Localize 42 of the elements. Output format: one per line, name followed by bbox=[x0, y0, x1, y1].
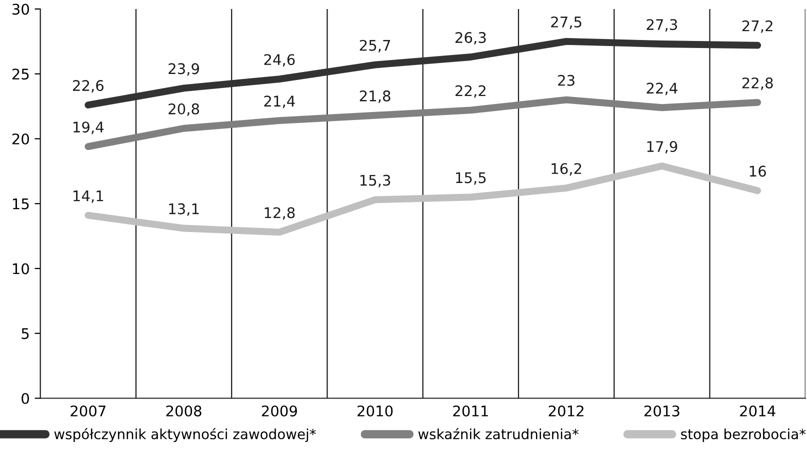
data-label: 27,2 bbox=[742, 20, 772, 33]
data-label: 21,4 bbox=[264, 96, 295, 108]
data-label: 25,7 bbox=[360, 40, 390, 52]
y-tick-label: 20 bbox=[12, 133, 29, 144]
data-label: 26,3 bbox=[456, 32, 486, 45]
y-tick-label: 30 bbox=[12, 4, 29, 15]
data-label: 14,1 bbox=[74, 190, 104, 203]
data-label: 12,8 bbox=[264, 207, 295, 220]
x-tick-label: 2012 bbox=[548, 405, 584, 416]
y-tick-label: 10 bbox=[12, 263, 29, 274]
data-label: 22,6 bbox=[73, 80, 104, 93]
data-label: 23,9 bbox=[168, 63, 200, 76]
y-tick-label: 15 bbox=[12, 198, 29, 210]
x-tick-label: 2011 bbox=[453, 405, 488, 416]
data-label: 15,3 bbox=[360, 174, 390, 188]
data-label: 21,8 bbox=[360, 90, 390, 103]
y-tick-label: 5 bbox=[22, 328, 29, 340]
data-label: 17,9 bbox=[647, 141, 678, 154]
y-tick-label: 25 bbox=[12, 68, 29, 80]
data-label: 27,5 bbox=[551, 16, 582, 29]
legend-label: stopa bezrobocia* bbox=[681, 428, 806, 442]
x-tick-label: 2010 bbox=[358, 405, 393, 416]
data-label: 20,8 bbox=[168, 103, 200, 116]
data-label: 19,4 bbox=[74, 122, 104, 134]
data-label: 23 bbox=[558, 74, 574, 86]
x-tick-label: 2013 bbox=[644, 405, 680, 416]
data-label: 13,1 bbox=[169, 203, 199, 216]
data-label: 16 bbox=[750, 166, 766, 177]
data-label: 15,5 bbox=[456, 172, 486, 185]
x-tick-label: 2009 bbox=[262, 405, 297, 416]
legend-label: wskaźnik zatrudnienia* bbox=[418, 428, 579, 440]
data-label: 22,4 bbox=[646, 82, 678, 96]
legend-label: współczynnik aktywności zawodowej* bbox=[54, 428, 316, 442]
data-label: 16,2 bbox=[552, 163, 582, 176]
x-tick-label: 2014 bbox=[740, 405, 776, 416]
data-label: 22,8 bbox=[742, 77, 773, 90]
data-label: 24,6 bbox=[264, 54, 295, 67]
y-tick-label: 0 bbox=[22, 392, 29, 404]
x-tick-label: 2008 bbox=[166, 405, 202, 416]
data-label: 27,3 bbox=[646, 19, 678, 32]
x-tick-label: 2007 bbox=[70, 405, 106, 416]
data-label: 22,2 bbox=[456, 85, 486, 98]
